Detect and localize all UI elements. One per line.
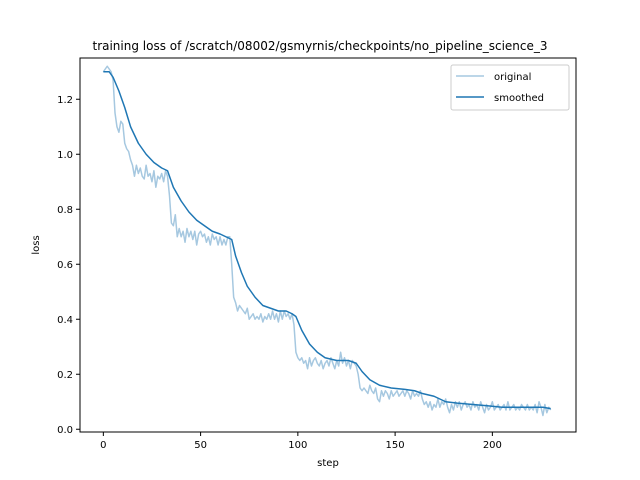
axes-frame: [79, 57, 577, 433]
legend: original smoothed: [450, 64, 570, 111]
x-axis: 0 50 100 150 200: [100, 432, 502, 451]
y-tick-label: 1.0: [57, 150, 73, 161]
y-tick-label: 0.0: [57, 425, 73, 436]
y-axis: 0.0 0.2 0.4 0.6 0.8 1.0 1.2: [57, 95, 80, 436]
x-axis-label: step: [317, 458, 339, 469]
y-tick-label: 0.6: [57, 260, 73, 271]
x-tick-label: 50: [194, 440, 207, 451]
y-tick-label: 1.2: [57, 95, 73, 106]
legend-label-smoothed: smoothed: [494, 93, 544, 104]
series-line-smoothed: [103, 71, 551, 410]
chart-title: training loss of /scratch/08002/gsmyrnis…: [92, 39, 547, 53]
y-axis-label: loss: [31, 235, 42, 254]
x-tick-label: 0: [100, 440, 106, 451]
y-tick-label: 0.4: [57, 315, 73, 326]
x-tick-label: 100: [288, 440, 307, 451]
y-tick-label: 0.2: [57, 370, 73, 381]
x-tick-label: 150: [386, 440, 405, 451]
x-tick-label: 200: [483, 440, 502, 451]
plot-area: [79, 57, 577, 433]
y-tick-label: 0.8: [57, 205, 73, 216]
legend-label-original: original: [494, 72, 531, 83]
